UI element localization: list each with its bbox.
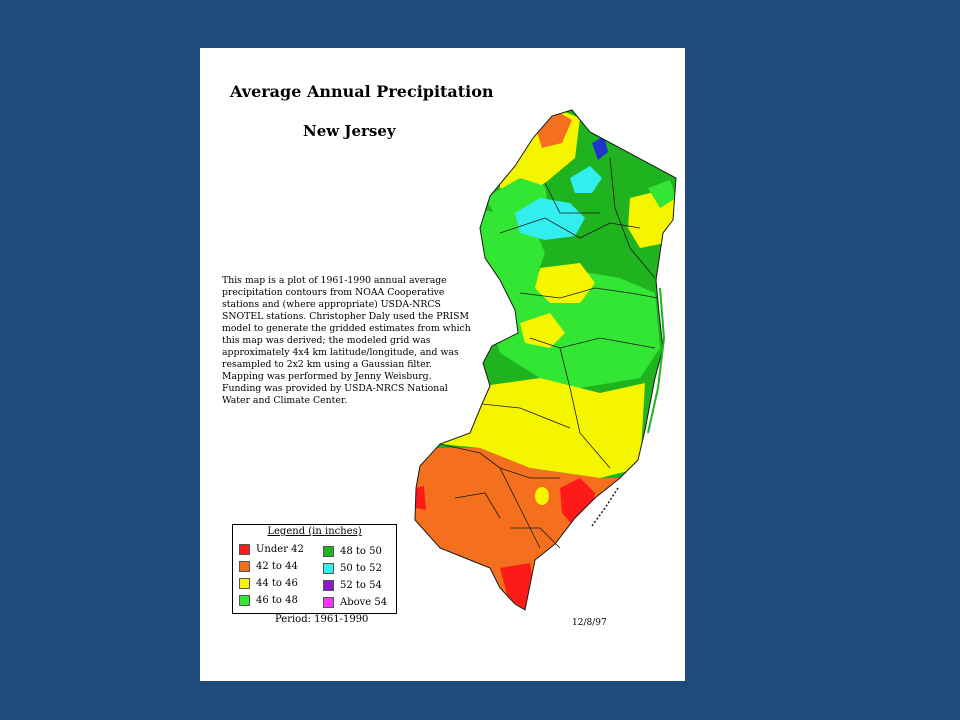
legend-label: Above 54 [340, 596, 388, 608]
zone-44-to-46-central-b [520, 313, 565, 348]
legend-item-46-to-48: 46 to 48 [239, 593, 298, 607]
legend-swatch [323, 579, 334, 591]
legend-label: 52 to 54 [340, 579, 382, 591]
legend-swatch [239, 594, 250, 606]
legend-item-under-42: Under 42 [239, 542, 304, 556]
legend-swatch [323, 596, 334, 608]
legend-swatch [239, 560, 250, 572]
legend-swatch [323, 545, 334, 557]
barrier-island-north [647, 287, 666, 434]
map-figure: Average Annual Precipitation New Jersey … [200, 48, 685, 681]
legend-item-above-54: Above 54 [323, 595, 387, 609]
legend-item-52-to-54: 52 to 54 [323, 578, 382, 592]
legend-label: 50 to 52 [340, 562, 382, 574]
county-lines [439, 157, 659, 549]
zone-50-to-52-b [570, 166, 602, 193]
map-date: 12/8/97 [572, 618, 607, 628]
legend-box: Legend (in inches) Under 42 42 to 44 44 … [232, 524, 397, 614]
legend-label: 44 to 46 [256, 577, 298, 589]
period-label: Period: 1961-1990 [275, 614, 369, 625]
legend-swatch [239, 543, 250, 555]
legend-swatch [323, 562, 334, 574]
zone-46-to-48-central [490, 268, 660, 388]
legend-label: 46 to 48 [256, 594, 298, 606]
zone-above-52 [592, 136, 608, 160]
state-outline [414, 109, 677, 611]
legend-item-50-to-52: 50 to 52 [323, 561, 382, 575]
zone-44-to-46-island [535, 487, 549, 505]
zone-46-to-48-ne [648, 180, 676, 208]
legend-item-44-to-46: 44 to 46 [239, 576, 298, 590]
legend-label: 42 to 44 [256, 560, 298, 572]
legend-item-48-to-50: 48 to 50 [323, 544, 382, 558]
zone-under-42-west [415, 486, 426, 510]
new-jersey-precip-map [414, 109, 677, 611]
map-description: This map is a plot of 1961-1990 annual a… [222, 275, 471, 406]
map-title: Average Annual Precipitation [230, 82, 494, 101]
legend-item-42-to-44: 42 to 44 [239, 559, 298, 573]
legend-label: 48 to 50 [340, 545, 382, 557]
map-subtitle: New Jersey [303, 122, 396, 140]
legend-swatch [239, 577, 250, 589]
zone-44-to-46-south [430, 378, 645, 478]
legend-label: Under 42 [256, 543, 304, 555]
legend-title: Legend (in inches) [267, 526, 362, 537]
zone-50-to-52-a [515, 198, 585, 240]
precip-zones [415, 110, 676, 610]
zone-44-to-46-central-a [535, 263, 595, 303]
